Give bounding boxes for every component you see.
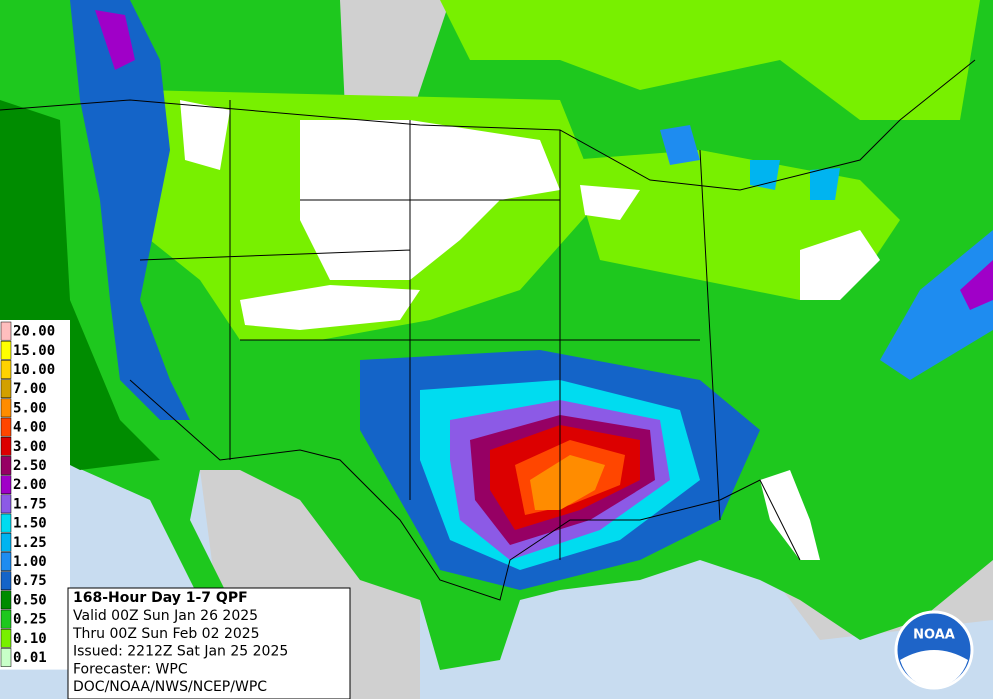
info-line: Thru 00Z Sun Feb 02 2025	[72, 626, 260, 642]
precip-1-00	[880, 230, 993, 380]
precip-none	[180, 100, 230, 170]
legend-swatch	[0, 609, 12, 629]
legend-swatch	[0, 648, 12, 667]
legend-label: 1.00	[13, 554, 47, 570]
info-box	[67, 587, 351, 699]
legend-label: 2.50	[13, 458, 47, 474]
legend-label: 7.00	[13, 381, 47, 397]
legend-label: 5.00	[13, 400, 47, 416]
legend-bg	[0, 320, 70, 670]
legend-swatch	[0, 552, 12, 571]
legend-swatch	[0, 417, 12, 437]
info-lines: Valid 00Z Sun Jan 26 2025 Thru 00Z Sun Fe…	[72, 608, 288, 695]
legend-swatch	[0, 398, 12, 418]
logo-bird	[900, 650, 968, 688]
precip-1-00	[660, 125, 700, 165]
legend-label: 4.00	[13, 420, 47, 436]
precip-1-25	[750, 160, 780, 190]
precip-5-00	[530, 455, 605, 510]
legend-swatch	[0, 628, 12, 648]
border-line	[0, 59, 976, 191]
info-line: Issued: 2212Z Sat Jan 25 2025	[73, 644, 288, 660]
info-title: 168-Hour Day 1-7 QPF	[73, 590, 248, 606]
legend-swatch	[0, 590, 12, 610]
precip-none	[760, 470, 820, 560]
legend-label: 0.25	[13, 612, 47, 628]
info-line: DOC/NOAA/NWS/NCEP/WPC	[73, 679, 267, 695]
info-line: Valid 00Z Sun Jan 26 2025	[73, 608, 258, 624]
legend-label: 3.00	[13, 439, 47, 455]
precip-2-00	[960, 260, 993, 310]
legend-label: 1.25	[13, 535, 47, 551]
legend-label: 15.00	[13, 343, 55, 359]
gulf-ocean	[420, 520, 993, 699]
precip-1-25	[810, 168, 840, 200]
legend: 20.00 15.00 10.00 7.00 5.00 4.00 3.00 2.50 2.00 1…	[0, 320, 70, 670]
precip-none	[240, 285, 420, 330]
legend-label: 1.50	[13, 516, 47, 532]
legend-label: 10.00	[13, 362, 55, 378]
legend-swatch	[0, 321, 12, 341]
legend-label: 1.75	[13, 496, 47, 512]
state-line	[139, 100, 721, 560]
legend-swatch	[0, 379, 12, 399]
legend-swatch	[0, 494, 12, 514]
legend-swatch	[0, 532, 12, 552]
precip-0-75	[70, 0, 190, 420]
info-line: Forecaster: WPC	[73, 661, 188, 677]
legend-label: 20.00	[13, 324, 55, 340]
precip-none	[800, 230, 880, 300]
legend-swatch	[0, 571, 12, 591]
legend-swatch	[0, 475, 12, 495]
legend-label: 0.50	[13, 592, 47, 608]
precip-2-00	[95, 10, 135, 70]
legend-swatch	[0, 340, 12, 360]
border-line	[129, 379, 801, 601]
logo-text: NOAA	[913, 628, 955, 643]
legend-swatch	[0, 513, 12, 533]
legend-label: 0.75	[13, 573, 47, 589]
legend-swatch	[0, 456, 12, 475]
legend-swatch	[0, 436, 12, 456]
legend-swatch	[0, 360, 12, 379]
legend-label: 0.10	[13, 631, 47, 647]
precip-none	[580, 185, 640, 220]
legend-label: 2.00	[13, 477, 47, 493]
legend-label: 0.01	[13, 650, 47, 666]
precip-0-10	[440, 0, 980, 120]
